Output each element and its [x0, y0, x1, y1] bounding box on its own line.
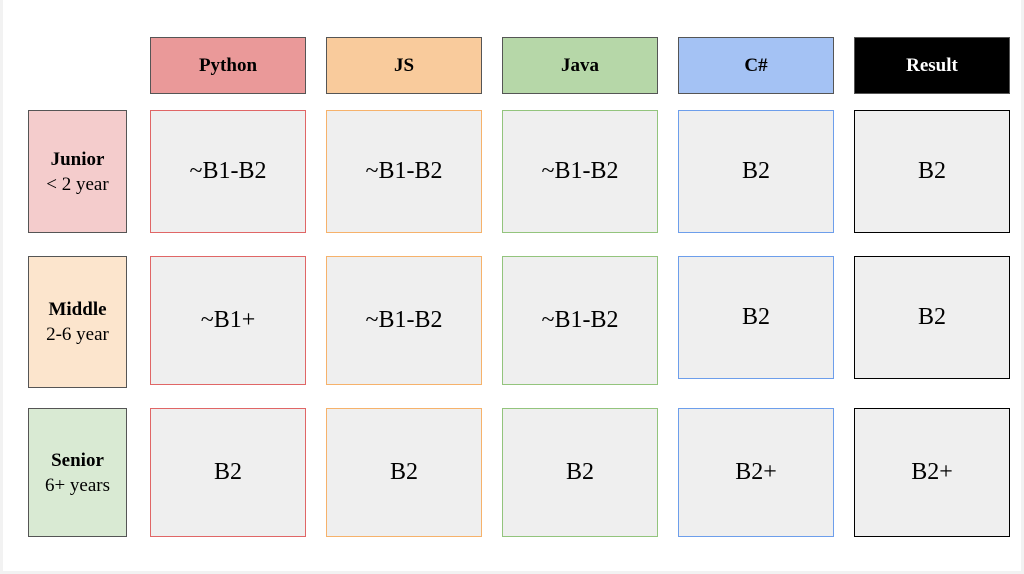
cell-junior-java: ~B1-B2 [502, 110, 658, 233]
row-years: 6+ years [44, 474, 111, 496]
slide-edge-right [1021, 0, 1024, 574]
cell-junior-csharp: B2 [678, 110, 834, 233]
cell-middle-python: ~B1+ [150, 256, 306, 385]
cell-value: B2+ [911, 459, 953, 485]
cell-value: B2 [213, 459, 242, 485]
cell-value: B2 [741, 304, 770, 330]
row-label-middle: Middle 2-6 year [28, 256, 127, 388]
cell-value: B2 [389, 459, 418, 485]
cell-junior-result: B2 [854, 110, 1010, 233]
cell-value: ~B1-B2 [365, 158, 443, 184]
header-label: Result [906, 54, 958, 76]
cell-value: B2 [917, 158, 946, 184]
row-role: Middle [48, 299, 107, 320]
cell-value: ~B1-B2 [365, 307, 443, 333]
header-label: Python [198, 54, 258, 76]
cell-senior-js: B2 [326, 408, 482, 537]
cell-middle-js: ~B1-B2 [326, 256, 482, 385]
slide-edge-left [0, 0, 3, 574]
row-years: 2-6 year [46, 324, 109, 345]
row-years: < 2 year [46, 173, 109, 195]
header-result: Result [854, 37, 1010, 94]
cell-middle-csharp: B2 [678, 256, 834, 379]
cell-senior-result: B2+ [854, 408, 1010, 537]
cell-middle-result: B2 [854, 256, 1010, 379]
cell-value: B2+ [735, 459, 777, 485]
row-role: Junior [50, 148, 105, 170]
cell-middle-java: ~B1-B2 [502, 256, 658, 385]
header-java: Java [502, 37, 658, 94]
cell-junior-js: ~B1-B2 [326, 110, 482, 233]
header-js: JS [326, 37, 482, 94]
header-label: JS [393, 54, 415, 76]
cell-senior-python: B2 [150, 408, 306, 537]
header-python: Python [150, 37, 306, 94]
header-label: Java [561, 54, 599, 76]
cell-junior-python: ~B1-B2 [150, 110, 306, 233]
slide-edge-bottom [0, 571, 1024, 574]
cell-value: B2 [565, 459, 594, 485]
cell-value: B2 [741, 158, 770, 184]
cell-senior-java: B2 [502, 408, 658, 537]
cell-value: ~B1-B2 [189, 158, 267, 184]
cell-value: ~B1+ [200, 307, 256, 333]
cell-value: B2 [917, 304, 946, 330]
cell-senior-csharp: B2+ [678, 408, 834, 537]
header-csharp: C# [678, 37, 834, 94]
row-role: Senior [51, 449, 104, 471]
header-label: C# [744, 54, 768, 76]
cell-value: ~B1-B2 [541, 158, 619, 184]
row-label-senior: Senior 6+ years [28, 408, 127, 537]
row-label-junior: Junior < 2 year [28, 110, 127, 233]
cell-value: ~B1-B2 [541, 307, 619, 333]
